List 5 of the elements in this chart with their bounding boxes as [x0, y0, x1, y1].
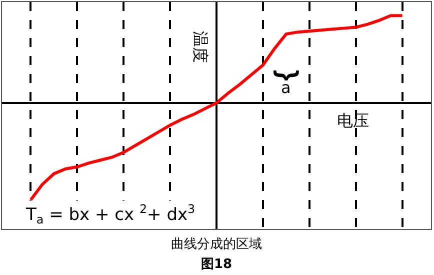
text: 曲线分成的区域	[171, 237, 262, 252]
text: T$_{a}$ = bx + cx $^{2}$+ dx$^{3}$	[25, 202, 196, 227]
caption: 图18	[201, 257, 232, 272]
annotation: ⏟	[273, 27, 299, 82]
y-axis-title: 温度	[191, 31, 210, 64]
